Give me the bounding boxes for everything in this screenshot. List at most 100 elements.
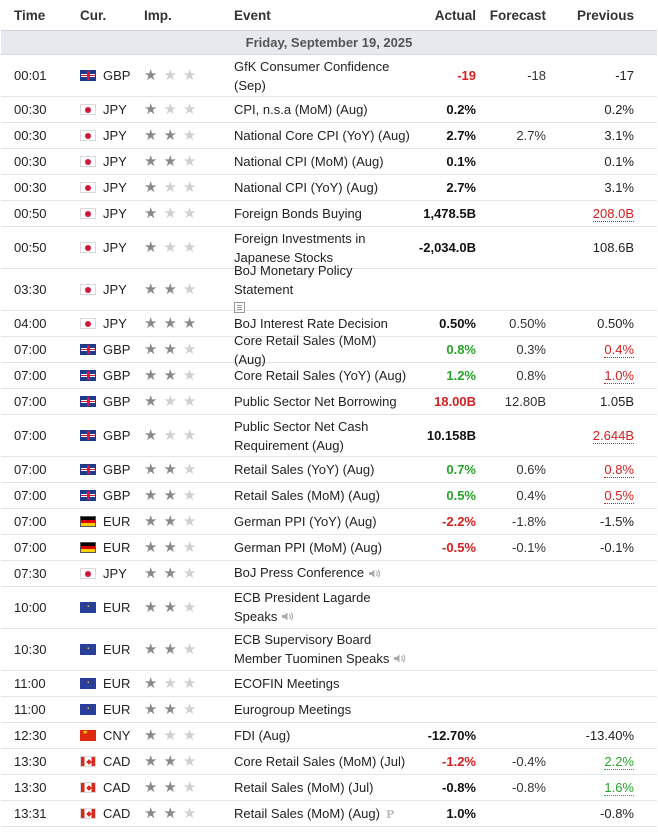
event-name[interactable]: ECB President Lagarde Speaks [224, 588, 410, 627]
event-name[interactable]: Foreign Bonds Buying [224, 204, 410, 223]
table-row[interactable]: 00:30 JPY ★ ★ ★ National CPI (YoY) (Aug) 2.7% 3… [1, 175, 657, 201]
event-name[interactable]: Retail Sales (MoM) (Aug) [224, 486, 410, 505]
event-link[interactable]: National CPI (YoY) (Aug) [234, 180, 379, 195]
event-link[interactable]: Core Retail Sales (YoY) (Aug) [234, 368, 407, 383]
event-name[interactable]: Retail Sales (YoY) (Aug) [224, 460, 410, 479]
previous-value[interactable]: 0.5% [604, 487, 634, 504]
table-row[interactable]: 07:00 GBP ★ ★ ★ Retail Sales (YoY) (Aug) 0.7% 0… [1, 457, 657, 483]
event-name[interactable]: CPI, n.s.a (MoM) (Aug) [224, 100, 410, 119]
event-link[interactable]: National CPI (MoM) (Aug) [234, 154, 384, 169]
event-name[interactable]: National CPI (YoY) (Aug) [224, 178, 410, 197]
header-importance[interactable]: Imp. [144, 7, 172, 23]
table-row[interactable]: 07:00 GBP ★ ★ ★ Core Retail Sales (MoM) (Aug)… [1, 333, 657, 367]
actual-value: 18.00B [434, 394, 476, 409]
previous-value[interactable]: 2.644B [592, 427, 634, 444]
table-row[interactable]: 10:30 EUR ★ ★ ★ ECB Supervisory Board Member … [1, 629, 657, 671]
event-link[interactable]: BoJ Press Conference [234, 565, 365, 581]
previous-value[interactable]: 0.8% [604, 461, 634, 478]
previous-value[interactable]: 208.0B [592, 205, 634, 222]
event-link[interactable]: BoJ Monetary Policy Statement [234, 263, 353, 297]
event-link[interactable]: German PPI (YoY) (Aug) [234, 514, 377, 529]
table-row[interactable]: 00:50 JPY ★ ★ ★ Foreign Bonds Buying 1,478.5B 2… [1, 201, 657, 227]
event-name[interactable]: BoJ Monetary Policy Statement [224, 261, 410, 318]
event-name[interactable]: Retail Sales (MoM) (Aug) P [224, 804, 410, 824]
event-currency: GBP [69, 368, 135, 383]
event-link[interactable]: BoJ Interest Rate Decision [234, 316, 388, 331]
table-row[interactable]: 07:00 GBP ★ ★ ★ Public Sector Net Cash Requir… [1, 415, 657, 457]
event-link[interactable]: ECB President Lagarde Speaks [234, 589, 371, 624]
table-row[interactable]: 03:30 JPY ★ ★ ★ BoJ Monetary Policy Statement [1, 263, 657, 313]
table-row[interactable]: 07:00 GBP ★ ★ ★ Core Retail Sales (YoY) (Aug)… [1, 363, 657, 389]
event-name[interactable]: Public Sector Net Borrowing [224, 392, 410, 411]
event-name[interactable]: German PPI (MoM) (Aug) [224, 538, 410, 557]
table-row[interactable]: 07:00 GBP ★ ★ ★ Public Sector Net Borrowing 18… [1, 389, 657, 415]
header-event[interactable]: Event [234, 7, 271, 23]
table-row[interactable]: 13:30 CAD ★ ★ ★ Core Retail Sales (MoM) (Jul)… [1, 749, 657, 775]
table-row[interactable]: 00:30 JPY ★ ★ ★ National Core CPI (YoY) (Aug)… [1, 123, 657, 149]
event-name[interactable]: BoJ Press Conference [224, 563, 410, 583]
event-name[interactable]: ECOFIN Meetings [224, 674, 410, 693]
event-name[interactable]: BoJ Interest Rate Decision [224, 314, 410, 333]
event-name[interactable]: National CPI (MoM) (Aug) [224, 152, 410, 171]
event-link[interactable]: Core Retail Sales (MoM) (Jul) [234, 754, 406, 769]
event-currency: CAD [69, 780, 135, 795]
event-link[interactable]: Public Sector Net Cash Requirement (Aug) [234, 418, 369, 453]
event-name[interactable]: Foreign Investments in Japanese Stocks [224, 229, 410, 267]
previous-value: 3.1% [604, 180, 634, 195]
event-name[interactable]: Core Retail Sales (MoM) (Aug) [224, 331, 410, 369]
event-name[interactable]: ECB Supervisory Board Member Tuominen Sp… [224, 630, 410, 669]
event-link[interactable]: Eurogroup Meetings [234, 702, 352, 717]
actual-value: 0.2% [446, 102, 476, 117]
event-name[interactable]: Eurogroup Meetings [224, 700, 410, 719]
event-link[interactable]: Core Retail Sales (MoM) (Aug) [234, 332, 377, 367]
event-name[interactable]: FDI (Aug) [224, 726, 410, 745]
previous-value[interactable]: 1.6% [604, 779, 634, 796]
table-row[interactable]: 13:31 CAD ★ ★ ★ Retail Sales (MoM) (Aug) P 1.0%… [1, 801, 657, 827]
header-currency[interactable]: Cur. [80, 7, 107, 23]
header-previous[interactable]: Previous [576, 7, 634, 23]
table-row[interactable]: 07:00 EUR ★ ★ ★ German PPI (YoY) (Aug) -2.2% -1… [1, 509, 657, 535]
header-forecast[interactable]: Forecast [489, 7, 546, 23]
event-name[interactable]: GfK Consumer Confidence (Sep) [224, 57, 410, 95]
table-row[interactable]: 00:01 GBP ★ ★ ★ GfK Consumer Confidence (Sep)… [1, 55, 657, 97]
table-row[interactable]: 07:30 JPY ★ ★ ★ BoJ Press Conference [1, 561, 657, 587]
event-name[interactable]: Public Sector Net Cash Requirement (Aug) [224, 417, 410, 455]
table-row[interactable]: 04:00 JPY ★ ★ ★ BoJ Interest Rate Decision 0.5… [1, 311, 657, 337]
event-link[interactable]: Retail Sales (MoM) (Aug) [234, 488, 380, 503]
event-link[interactable]: Foreign Investments in Japanese Stocks [234, 230, 366, 265]
event-link[interactable]: ECOFIN Meetings [234, 676, 340, 691]
event-link[interactable]: CPI, n.s.a (MoM) (Aug) [234, 102, 368, 117]
previous-value[interactable]: 2.2% [604, 753, 634, 770]
table-row[interactable]: 13:30 CAD ★ ★ ★ Retail Sales (MoM) (Jul) -0.8%… [1, 775, 657, 801]
event-name[interactable]: German PPI (YoY) (Aug) [224, 512, 410, 531]
table-row[interactable]: 11:00 EUR ★ ★ ★ Eurogroup Meetings [1, 697, 657, 723]
table-row[interactable]: 07:00 EUR ★ ★ ★ German PPI (MoM) (Aug) -0.5% -0… [1, 535, 657, 561]
event-link[interactable]: National Core CPI (YoY) (Aug) [234, 128, 410, 143]
event-link[interactable]: Foreign Bonds Buying [234, 206, 362, 221]
previous-value[interactable]: 1.0% [604, 367, 634, 384]
table-row[interactable]: 00:50 JPY ★ ★ ★ Foreign Investments in Japane… [1, 227, 657, 269]
event-link[interactable]: Retail Sales (MoM) (Jul) [234, 780, 374, 795]
event-name[interactable]: National Core CPI (YoY) (Aug) [224, 126, 410, 145]
table-row[interactable]: 12:30 CNY ★ ★ ★ FDI (Aug) -12.70% -13.40% [1, 723, 657, 749]
event-link[interactable]: Public Sector Net Borrowing [234, 394, 397, 409]
event-link[interactable]: FDI (Aug) [234, 728, 291, 743]
event-link[interactable]: ECB Supervisory Board Member Tuominen Sp… [234, 631, 390, 666]
header-actual[interactable]: Actual [434, 7, 476, 23]
table-row[interactable]: 00:30 JPY ★ ★ ★ National CPI (MoM) (Aug) 0.1% 0… [1, 149, 657, 175]
header-time[interactable]: Time [14, 7, 46, 23]
event-link[interactable]: Retail Sales (YoY) (Aug) [234, 462, 375, 477]
event-link[interactable]: German PPI (MoM) (Aug) [234, 540, 383, 555]
currency-code: JPY [103, 206, 127, 221]
previous-value[interactable]: 0.4% [604, 341, 634, 358]
table-row[interactable]: 10:00 EUR ★ ★ ★ ECB President Lagarde Speaks [1, 587, 657, 629]
event-link[interactable]: Retail Sales (MoM) (Aug) [234, 805, 380, 821]
event-name[interactable]: Core Retail Sales (MoM) (Jul) [224, 752, 410, 771]
event-currency: CAD [69, 754, 135, 769]
table-row[interactable]: 07:00 GBP ★ ★ ★ Retail Sales (MoM) (Aug) 0.5% 0… [1, 483, 657, 509]
event-name[interactable]: Core Retail Sales (YoY) (Aug) [224, 366, 410, 385]
event-name[interactable]: Retail Sales (MoM) (Jul) [224, 778, 410, 797]
table-row[interactable]: 11:00 EUR ★ ★ ★ ECOFIN Meetings [1, 671, 657, 697]
event-link[interactable]: GfK Consumer Confidence (Sep) [234, 58, 390, 93]
table-row[interactable]: 00:30 JPY ★ ★ ★ CPI, n.s.a (MoM) (Aug) 0.2% 0.2… [1, 97, 657, 123]
